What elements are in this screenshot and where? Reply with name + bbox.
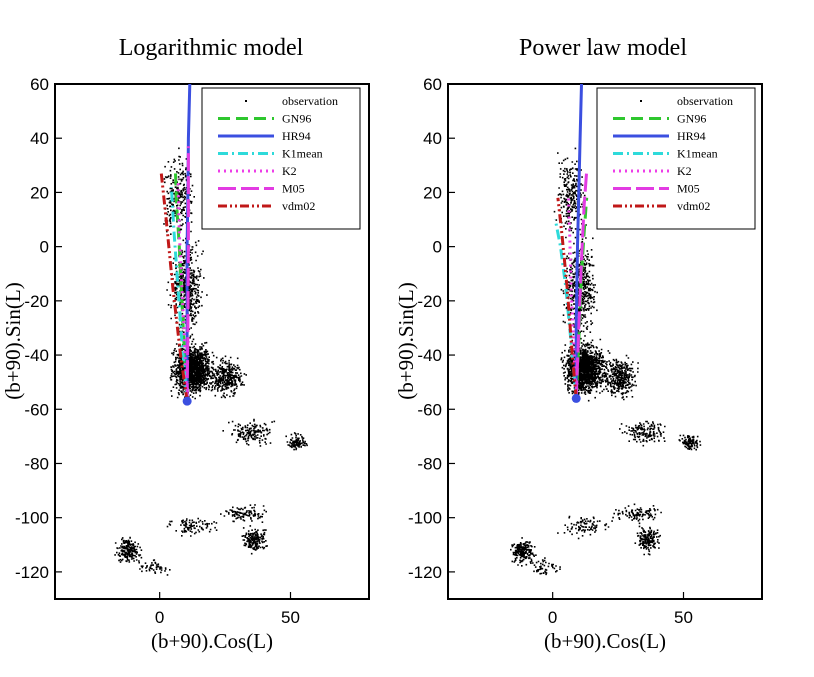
legend-swatch-observation xyxy=(245,100,247,102)
series-line-k2 xyxy=(566,197,578,399)
y-axis-label: (b+90).Sin(L) xyxy=(1,282,25,399)
legend: observation GN96 HR94 K1mean K2 M05 vdm02 xyxy=(201,87,361,230)
series-line-k1mean xyxy=(553,219,578,399)
series-line-vdm02 xyxy=(556,197,578,399)
chart-title: Logarithmic model xyxy=(119,35,304,61)
legend-label-gn96: GN96 xyxy=(677,112,706,126)
legend-label-m05: M05 xyxy=(282,182,305,196)
tick-layer: 60 40 20 0 -20 -40 -60 -80 -100 -120 0 50 xyxy=(408,75,693,627)
y-tick-label: -60 xyxy=(24,400,49,419)
y-tick-label: -100 xyxy=(15,509,49,528)
legend-box xyxy=(596,87,756,230)
origin-marker xyxy=(182,396,192,406)
y-tick-label: 60 xyxy=(30,75,49,94)
x-tick-label: 0 xyxy=(155,608,164,627)
y-tick-label: 40 xyxy=(30,129,49,148)
x-axis-label: (b+90).Cos(L) xyxy=(544,629,666,653)
series-line-m05 xyxy=(185,146,190,402)
series-line-m05 xyxy=(574,170,589,399)
legend-label-k1mean: K1mean xyxy=(677,147,718,161)
legend-label-gn96: GN96 xyxy=(282,112,311,126)
y-tick-label: 20 xyxy=(423,183,442,202)
series-line-vdm02 xyxy=(159,170,189,402)
legend-label-vdm02: vdm02 xyxy=(677,199,710,213)
y-tick-label: -100 xyxy=(408,509,442,528)
chart-title: Power law model xyxy=(519,35,687,61)
series-line-hr94 xyxy=(574,83,583,399)
panel-power-law: Power law model 60 40 20 0 -20 -40 -60 -80 -100 -… xyxy=(394,35,763,653)
legend-swatch-observation xyxy=(640,100,642,102)
y-tick-label: -80 xyxy=(417,454,442,473)
legend-label-observation: observation xyxy=(677,94,733,108)
model-lines xyxy=(553,83,589,403)
x-tick-label: 50 xyxy=(281,608,300,627)
origin-marker xyxy=(571,393,581,403)
legend-label-vdm02: vdm02 xyxy=(282,199,315,213)
series-line-k1mean xyxy=(169,186,189,402)
y-tick-label: -20 xyxy=(24,292,49,311)
x-axis-label: (b+90).Cos(L) xyxy=(151,629,273,653)
x-tick-label: 50 xyxy=(674,608,693,627)
legend-label-hr94: HR94 xyxy=(282,129,311,143)
model-lines xyxy=(159,83,192,406)
y-tick-label: -40 xyxy=(417,346,442,365)
series-line-k2 xyxy=(176,178,189,402)
y-tick-label: -40 xyxy=(24,346,49,365)
y-tick-label: -120 xyxy=(15,563,49,582)
y-axis-label: (b+90).Sin(L) xyxy=(394,282,418,399)
plot-frame xyxy=(54,83,370,600)
legend-label-hr94: HR94 xyxy=(677,129,706,143)
legend-label-k1mean: K1mean xyxy=(282,147,323,161)
legend-label-observation: observation xyxy=(282,94,338,108)
legend-label-k2: K2 xyxy=(282,164,297,178)
y-tick-label: -80 xyxy=(24,454,49,473)
legend-label-k2: K2 xyxy=(677,164,692,178)
y-tick-label: -60 xyxy=(417,400,442,419)
panel-logarithmic: Logarithmic model 60 40 20 0 -20 -40 -60 -80 -10… xyxy=(1,35,370,653)
x-tick-label: 0 xyxy=(548,608,557,627)
y-tick-label: 40 xyxy=(423,129,442,148)
legend: observation GN96 HR94 K1mean K2 M05 vdm02 xyxy=(596,87,756,230)
y-tick-label: 0 xyxy=(433,238,442,257)
legend-label-m05: M05 xyxy=(677,182,700,196)
y-tick-label: -20 xyxy=(417,292,442,311)
y-tick-label: -120 xyxy=(408,563,442,582)
y-tick-label: 20 xyxy=(30,183,49,202)
plot-frame xyxy=(447,83,763,600)
legend-box xyxy=(201,87,361,230)
tick-layer: 60 40 20 0 -20 -40 -60 -80 -100 -120 0 50 xyxy=(15,75,300,627)
y-tick-label: 0 xyxy=(40,238,49,257)
y-tick-label: 60 xyxy=(423,75,442,94)
